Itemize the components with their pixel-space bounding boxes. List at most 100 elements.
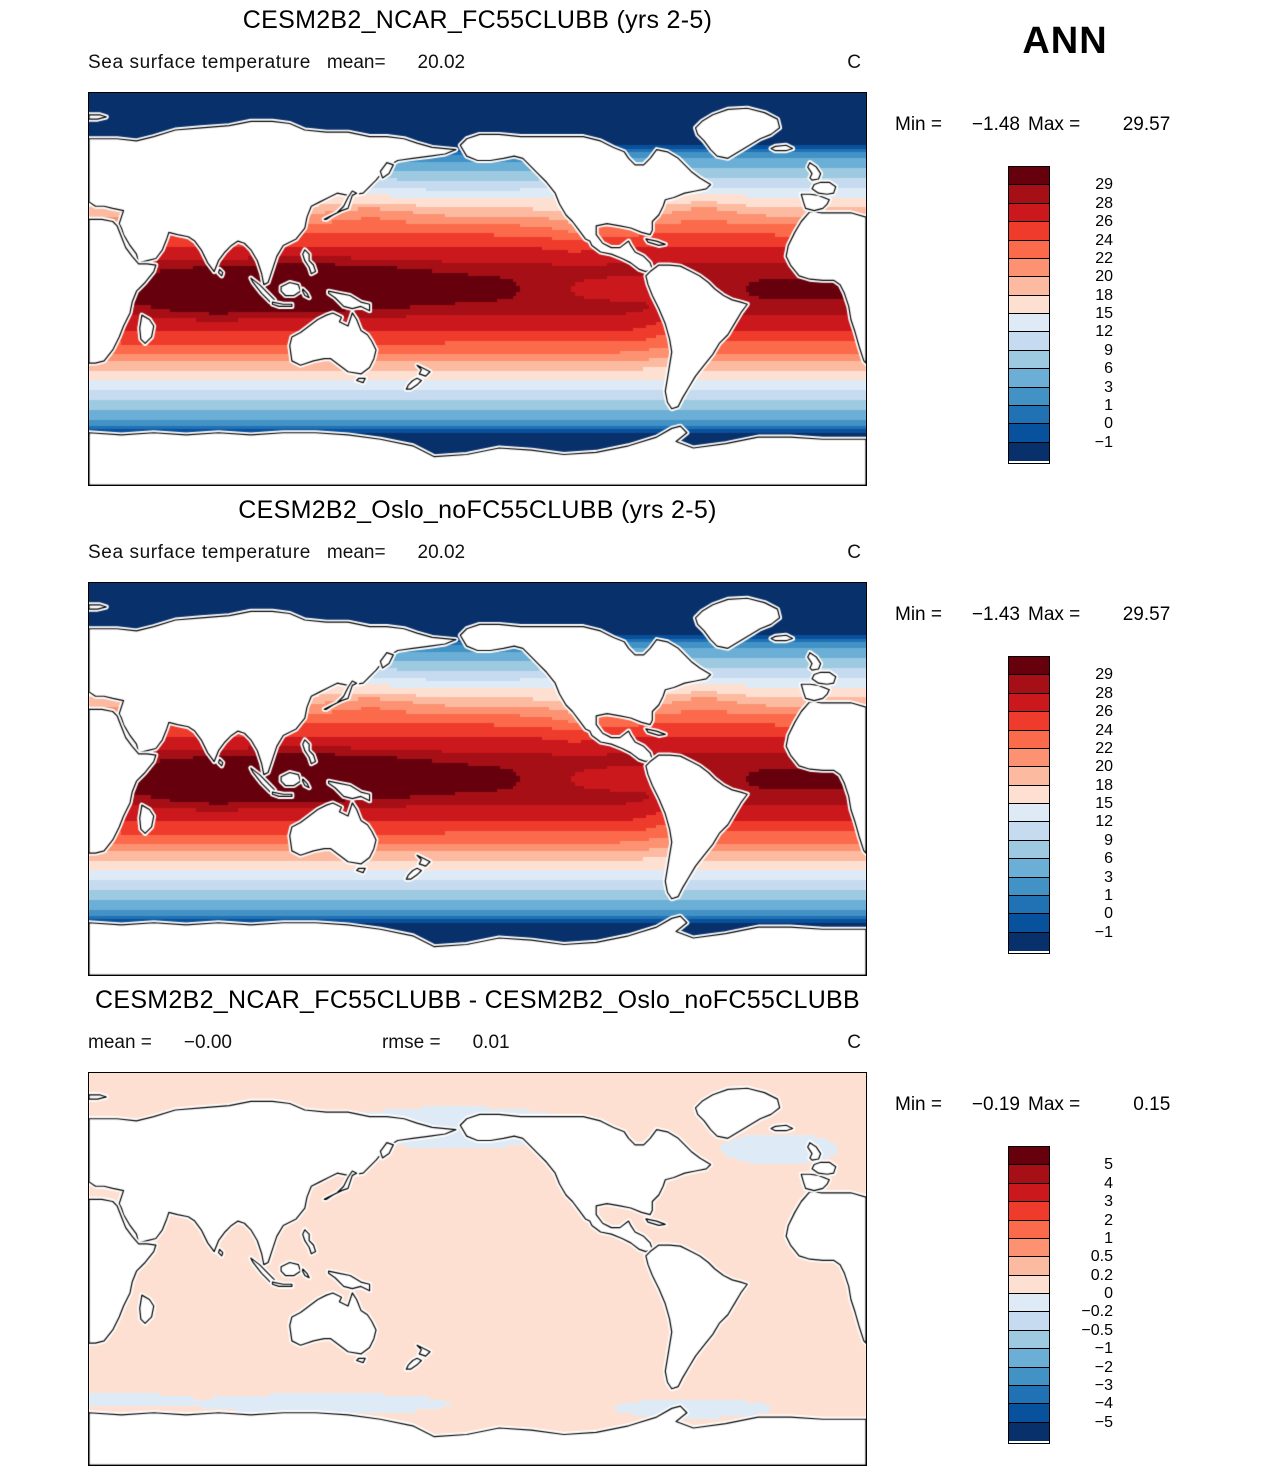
colorbar-cell — [1009, 1257, 1049, 1276]
colorbar-tick-label: 24 — [1095, 721, 1113, 739]
map-canvas-difference — [88, 1072, 867, 1466]
colorbar-tick-label: 1 — [1104, 1229, 1113, 1247]
stat-value: 20.02 — [417, 542, 466, 563]
colorbar-tick-label: 24 — [1095, 231, 1113, 249]
minmax-row: Min = −0.19 Max = 0.15 — [895, 1094, 1200, 1116]
colorbar-cell — [1009, 314, 1049, 333]
colorbar-cell — [1009, 277, 1049, 296]
subtitle-row: mean = −0.00 rmse = 0.01 C — [88, 1032, 867, 1054]
colorbar-cell — [1009, 932, 1049, 951]
colorbar-tick-label: 29 — [1095, 666, 1113, 684]
colorbar-cell — [1009, 332, 1049, 351]
colorbar-tick-label: −1 — [1094, 1340, 1113, 1358]
colorbar-tick-label: 18 — [1095, 776, 1113, 794]
min-label: Min = — [895, 114, 942, 135]
colorbar-tick-label: 26 — [1095, 703, 1113, 721]
stat: rmse = 0.01 — [382, 1032, 510, 1054]
minmax-row: Min = −1.43 Max = 29.57 — [895, 604, 1200, 626]
colorbar-tick-label: −2 — [1094, 1358, 1113, 1376]
colorbar-tick-label: 18 — [1095, 286, 1113, 304]
stat: mean= 20.02 — [327, 52, 465, 74]
map-canvas-sst-oslo — [88, 582, 867, 976]
subtitle-row: Sea surface temperature mean= 20.02 C — [88, 52, 867, 74]
colorbar-tick-label: 0 — [1104, 415, 1113, 433]
colorbar-tick-label: 22 — [1095, 739, 1113, 757]
colorbar-tick-label: 12 — [1095, 813, 1113, 831]
stats-group: mean= 20.02 — [327, 52, 465, 74]
colorbar-cell — [1009, 1147, 1049, 1166]
colorbar-tick-label: 1 — [1104, 396, 1113, 414]
panel-difference: CESM2B2_NCAR_FC55CLUBB - CESM2B2_Oslo_no… — [0, 980, 1285, 1472]
stat-value: 20.02 — [417, 52, 466, 73]
colorbar-tick-label: 15 — [1095, 305, 1113, 322]
colorbar-tick-label: 2 — [1104, 1211, 1113, 1229]
max-label: Max = — [1028, 114, 1081, 135]
colorbar-cell — [1009, 1385, 1049, 1405]
colorbar-tick-label: 9 — [1104, 831, 1113, 849]
colorbar: 5 4 3 2 1 0.5 0.2 0 −0.2 −0.5 −1 −2 −3 −4 −5 — [1008, 1146, 1113, 1444]
colorbar-cell — [1009, 840, 1049, 860]
units-label: C — [847, 1032, 861, 1053]
colorbar-tick-label: −0.2 — [1081, 1303, 1113, 1321]
colorbar-cell — [1009, 203, 1049, 223]
colorbar-cell — [1009, 1165, 1049, 1184]
colorbar-tick-label: 20 — [1095, 758, 1113, 776]
stats-group: mean = −0.00 rmse = 0.01 — [88, 1032, 510, 1054]
colorbar-tick-label: 12 — [1095, 323, 1113, 341]
colorbar-tick-label: −1 — [1094, 433, 1113, 451]
colorbar-cell — [1009, 859, 1049, 878]
colorbar: 29 28 26 24 22 20 18 15 12 9 6 3 1 0 −1 — [1008, 656, 1113, 954]
colorbar-cell — [1009, 258, 1049, 278]
colorbar-tick-label: 29 — [1095, 176, 1113, 194]
min-value: −1.48 — [971, 114, 1020, 135]
minmax-row: Min = −1.48 Max = 29.57 — [895, 114, 1200, 136]
colorbar-cell — [1009, 804, 1049, 823]
colorbar-tick-label: 3 — [1104, 1193, 1113, 1211]
colorbar-cell — [1009, 914, 1049, 933]
colorbar-tick-label: 0 — [1104, 1285, 1113, 1302]
colorbar-tick-label: 15 — [1095, 795, 1113, 812]
colorbar-tick-label: −4 — [1094, 1395, 1113, 1413]
map-canvas-sst-ncar — [88, 92, 867, 486]
stat-label: mean= — [326, 52, 386, 73]
colorbar-cell — [1009, 1312, 1049, 1331]
colorbar: 29 28 26 24 22 20 18 15 12 9 6 3 1 0 −1 — [1008, 166, 1113, 464]
colorbar-cell — [1009, 167, 1049, 186]
colorbar-cell — [1009, 350, 1049, 370]
colorbar-tick-label: −3 — [1094, 1376, 1113, 1394]
colorbar-cell — [1009, 1349, 1049, 1368]
colorbar-cell — [1009, 405, 1049, 425]
colorbar-tick-label: 6 — [1104, 850, 1113, 868]
colorbar-cell — [1009, 767, 1049, 786]
colorbar-tick-label: 20 — [1095, 268, 1113, 286]
stat-label: mean= — [326, 542, 386, 563]
subtitle-row: Sea surface temperature mean= 20.02 C — [88, 542, 867, 564]
colorbar-cell — [1009, 295, 1049, 314]
colorbar-tick-label: 6 — [1104, 360, 1113, 378]
colorbar-tick-label: 3 — [1104, 868, 1113, 886]
colorbar-cell — [1009, 240, 1049, 259]
colorbar-tick-label: −5 — [1094, 1413, 1113, 1431]
min-value: −0.19 — [971, 1094, 1020, 1115]
colorbar-cell — [1009, 822, 1049, 841]
units-label: C — [847, 542, 861, 563]
variable-label: Sea surface temperature — [88, 52, 311, 73]
season-label: ANN — [1022, 20, 1108, 62]
colorbar-cell — [1009, 185, 1049, 204]
colorbar-cell — [1009, 222, 1049, 241]
min-label: Min = — [895, 604, 942, 625]
colorbar-cell — [1009, 424, 1049, 443]
max-value: 29.57 — [1122, 604, 1171, 625]
panel-title: CESM2B2_NCAR_FC55CLUBB (yrs 2-5) — [242, 6, 713, 34]
colorbar-cell — [1009, 1404, 1049, 1423]
colorbar-cell — [1009, 895, 1049, 915]
colorbar-cell — [1009, 387, 1049, 406]
stats-group: mean= 20.02 — [327, 542, 465, 564]
colorbar-cell — [1009, 1220, 1049, 1239]
panel-title: CESM2B2_NCAR_FC55CLUBB - CESM2B2_Oslo_no… — [95, 986, 860, 1014]
colorbar-cell — [1009, 1330, 1049, 1350]
colorbar-tick-label: −1 — [1094, 923, 1113, 941]
colorbar-cell — [1009, 1294, 1049, 1313]
colorbar-cell — [1009, 748, 1049, 768]
